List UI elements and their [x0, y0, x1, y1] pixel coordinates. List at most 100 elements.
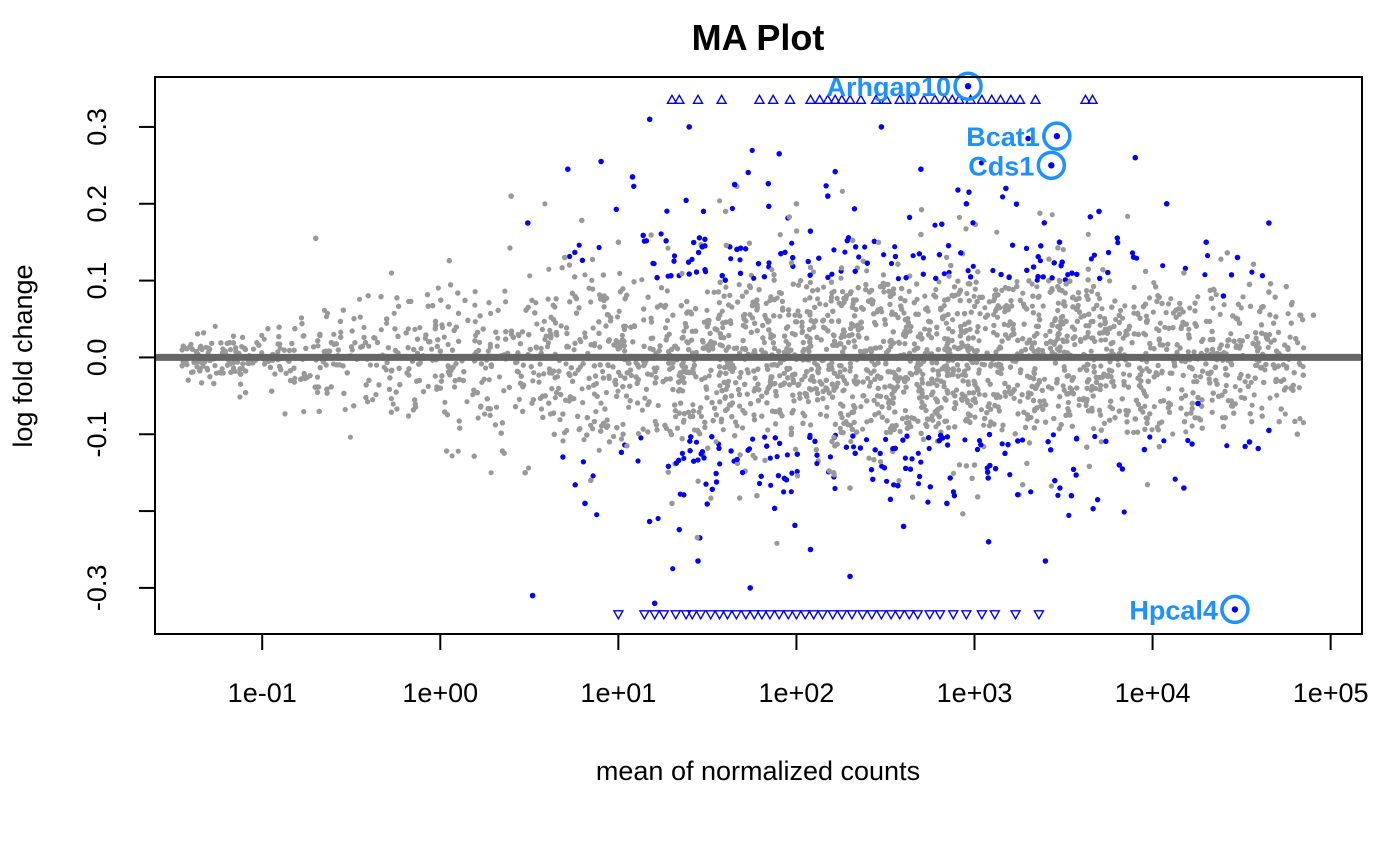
- cloud-point: [516, 396, 522, 402]
- cloud-point: [1098, 363, 1104, 369]
- cloud-point: [1180, 372, 1186, 378]
- cloud-point: [635, 431, 642, 437]
- cloud-point: [982, 305, 988, 311]
- cloud-point: [405, 413, 412, 419]
- cloud-point: [841, 345, 847, 351]
- cloud-point: [1072, 326, 1078, 332]
- cloud-point: [777, 232, 783, 238]
- cloud-point: [848, 364, 854, 370]
- cloud-point: [580, 361, 586, 367]
- cloud-point: [717, 342, 723, 348]
- cloud-point: [439, 322, 445, 328]
- cloud-point: [955, 373, 961, 379]
- cloud-point: [240, 334, 246, 340]
- cloud-point: [976, 391, 982, 397]
- cloud-point: [850, 433, 856, 439]
- cloud-point: [827, 454, 834, 460]
- cloud-point: [586, 384, 592, 390]
- cloud-point: [590, 473, 596, 479]
- cloud-point: [815, 296, 821, 302]
- cloud-point: [713, 470, 719, 477]
- cloud-point: [1099, 306, 1105, 312]
- cloud-point: [1143, 393, 1149, 399]
- cloud-point: [578, 339, 584, 345]
- cloud-point: [604, 417, 610, 423]
- cloud-point: [635, 458, 641, 464]
- cloud-point: [933, 287, 939, 293]
- cloud-point: [1055, 403, 1061, 409]
- cloud-point: [1296, 360, 1302, 366]
- cloud-point: [635, 362, 641, 368]
- cloud-point: [886, 288, 892, 294]
- cloud-point: [370, 397, 376, 403]
- cloud-point: [800, 339, 806, 346]
- cloud-point: [1091, 426, 1097, 432]
- cloud-point: [388, 396, 394, 402]
- cloud-point: [292, 375, 298, 381]
- cloud-point: [250, 346, 257, 352]
- cloud-point: [1213, 292, 1219, 298]
- cloud-point: [596, 244, 602, 251]
- cloud-point: [1104, 346, 1110, 352]
- cloud-point: [1179, 395, 1185, 401]
- cloud-point: [794, 468, 800, 475]
- cloud-point: [488, 470, 494, 476]
- cloud-point: [549, 386, 555, 392]
- cloud-point: [1121, 371, 1127, 377]
- cloud-point: [715, 289, 722, 295]
- cloud-point: [1041, 376, 1048, 382]
- cloud-point: [673, 414, 679, 420]
- cloud-point: [1192, 373, 1198, 379]
- cloud-point: [775, 473, 782, 479]
- cloud-point: [934, 331, 940, 337]
- cloud-point: [821, 284, 827, 290]
- cloud-point: [393, 389, 399, 395]
- cloud-point: [842, 249, 848, 255]
- cloud-point: [788, 347, 794, 353]
- cloud-point: [773, 388, 779, 395]
- cloud-point: [1055, 323, 1061, 330]
- cloud-point: [642, 395, 648, 401]
- cloud-point: [388, 270, 395, 276]
- cloud-point: [883, 429, 890, 436]
- cloud-point: [435, 285, 441, 291]
- cloud-point: [982, 392, 988, 398]
- cloud-point: [935, 368, 941, 374]
- cloud-point: [777, 373, 783, 379]
- cloud-point: [877, 284, 884, 290]
- cloud-point: [384, 359, 390, 366]
- cloud-point: [1034, 284, 1040, 290]
- cloud-point: [352, 340, 358, 346]
- cloud-point: [275, 349, 281, 355]
- cloud-point: [1108, 374, 1114, 380]
- cloud-point: [1242, 395, 1248, 401]
- cloud-point: [680, 388, 686, 394]
- cloud-point: [954, 362, 961, 368]
- cloud-point: [845, 339, 852, 345]
- cloud-point: [572, 371, 578, 377]
- cloud-point: [502, 288, 508, 294]
- cloud-point: [586, 285, 592, 291]
- cloud-point: [681, 380, 687, 386]
- cloud-point: [488, 310, 494, 316]
- cloud-point: [405, 326, 411, 332]
- cloud-point: [750, 452, 756, 458]
- cloud-point: [868, 379, 874, 385]
- cloud-point: [1157, 320, 1163, 326]
- cloud-point: [962, 321, 968, 327]
- cloud-point: [1050, 432, 1056, 438]
- cloud-point: [645, 429, 651, 435]
- cloud-point: [517, 341, 524, 347]
- cloud-point: [317, 365, 323, 371]
- cloud-point: [1131, 284, 1137, 290]
- cloud-point: [507, 245, 513, 251]
- cloud-point: [474, 390, 480, 396]
- cloud-point: [724, 406, 730, 412]
- cloud-point: [719, 308, 725, 314]
- cloud-point: [924, 394, 930, 400]
- cloud-point: [1097, 412, 1104, 418]
- cloud-point: [732, 433, 738, 439]
- cloud-point: [1032, 366, 1038, 372]
- cloud-point: [1195, 294, 1201, 300]
- cloud-point: [778, 290, 784, 296]
